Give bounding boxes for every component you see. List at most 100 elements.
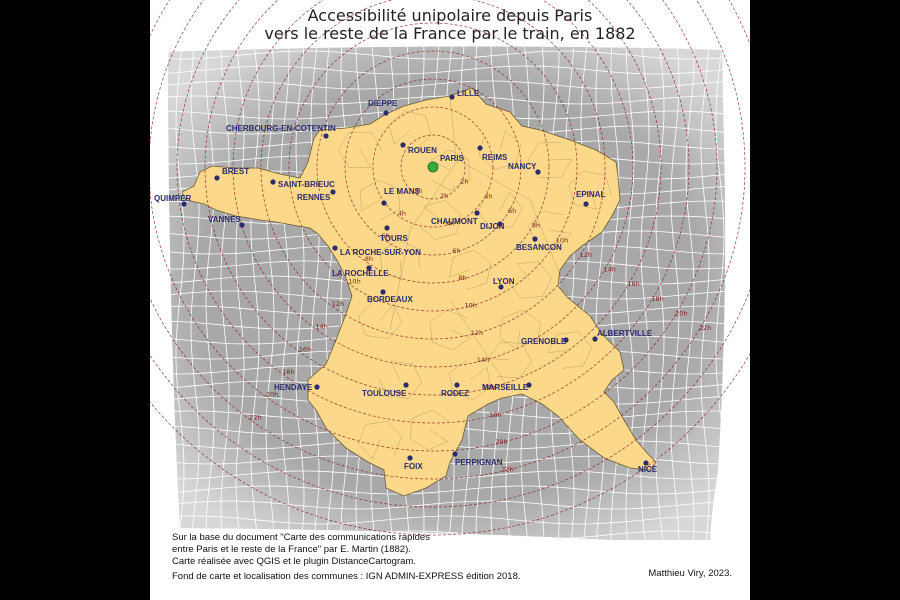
city-nancy: NANCY — [508, 162, 541, 175]
city-dot — [381, 200, 387, 206]
isochrone-ring — [372, 106, 494, 228]
isochrone-label: 22h — [249, 413, 261, 421]
isochrone-label: 16h — [483, 384, 495, 392]
city-dieppe: DIEPPE — [368, 99, 398, 116]
isochrone-ring — [232, 0, 634, 368]
city-dot — [366, 265, 372, 271]
city-chaumont: CHAUMONT — [431, 210, 480, 226]
city-perpignan: PERPIGNAN — [452, 451, 503, 467]
city-dot — [314, 384, 320, 390]
city-dot — [380, 289, 386, 295]
city-epinal: EPINAL — [576, 190, 605, 207]
city-dot — [498, 284, 504, 290]
credit-line: entre Paris et le reste de la France" pa… — [172, 544, 411, 555]
isochrone-ring — [400, 134, 466, 200]
isochrone-label: 6h — [508, 207, 516, 215]
city-label: LA ROCHELLE — [332, 269, 389, 278]
isochrone-label: 16h — [627, 280, 639, 288]
city-brest: BREST — [214, 167, 249, 181]
city-dot — [526, 382, 532, 388]
city-label: MARSEILLE — [482, 383, 529, 392]
city-label: RODEZ — [441, 389, 469, 398]
city-albertville: ALBERTVILLE — [592, 329, 653, 342]
map-title-line-1: Accessibilité unipolaire depuis Paris — [307, 6, 593, 25]
author-credit: Matthieu Viry, 2023. — [648, 568, 732, 579]
france-territory — [181, 87, 657, 497]
city-marseille: MARSEILLE — [482, 382, 532, 392]
city-dot — [563, 337, 569, 343]
isochrone-label: 8h — [365, 255, 373, 263]
city-tours: TOURS — [380, 225, 409, 243]
isochrone-label: 2h — [460, 178, 468, 186]
city-dot — [330, 189, 336, 195]
isochrone-label: 4h — [484, 192, 492, 200]
city-dot — [383, 110, 389, 116]
city-label: LILLE — [457, 89, 480, 98]
map-frame: Accessibilité unipolaire depuis Paris ve… — [150, 0, 750, 600]
isochrone-label: 12h — [471, 329, 483, 337]
isochrone-label: 18h — [282, 368, 294, 376]
city-dot — [592, 336, 598, 342]
city-label: SAINT-BRIEUC — [278, 180, 335, 189]
isochrone-label: 22h — [699, 324, 711, 332]
isochrone-label: 20h — [266, 391, 278, 399]
isochrone-label: 10h — [465, 302, 477, 310]
origin-marker — [427, 161, 439, 173]
isochrone-label: 16h — [299, 345, 311, 353]
cartogram-map: 2h 2h 2h 4h 4h 4h 6h 6h 6h 8h 8h 8h 10h 10h 10h 12h 12h 1… — [150, 0, 750, 541]
isochrone-label: 2h — [414, 187, 422, 195]
isochrone-label: 10h — [348, 277, 360, 285]
city-dot — [181, 201, 187, 207]
credit-line: Fond de carte et localisation des commun… — [172, 571, 521, 582]
isochrone-label: 20h — [495, 438, 507, 446]
city-label: DIEPPE — [368, 99, 398, 108]
city-label: BESANCON — [516, 243, 562, 252]
city-foix: FOIX — [404, 455, 423, 471]
city-dot — [452, 451, 458, 457]
isochrone-ring — [316, 50, 550, 284]
isochrone-rings — [150, 0, 750, 536]
city-dot — [407, 455, 413, 461]
isochrone-label: 20h — [675, 309, 687, 317]
isochrone-label: 2h — [440, 192, 448, 200]
isochrone-label: 10h — [556, 236, 568, 244]
city-la-roche-sur-yon: LA ROCHE-SUR-YON — [332, 245, 421, 257]
city-label: TOULOUSE — [362, 389, 407, 398]
isochrone-label: 12h — [580, 251, 592, 259]
city-label: PERPIGNAN — [455, 458, 503, 467]
city-cherbourg-en-cotentin: CHERBOURG-EN-COTENTIN — [226, 124, 336, 139]
city-besancon: BESANCON — [516, 236, 562, 252]
city-lyon: LYON — [493, 277, 515, 290]
city-label: RENNES — [297, 193, 331, 202]
city-quimper: QUIMPER — [154, 194, 192, 207]
isochrone-label: 4h — [446, 220, 454, 228]
city-label: NICE — [638, 465, 658, 474]
city-toulouse: TOULOUSE — [362, 382, 409, 398]
isochrone-label: 18h — [651, 295, 663, 303]
isochrone-ring — [288, 22, 578, 312]
credit-line: Carte réalisée avec QGIS et le plugin Di… — [172, 556, 416, 567]
city-rouen: ROUEN — [400, 142, 437, 155]
city-label: LA ROCHE-SUR-YON — [340, 248, 421, 257]
city-dot — [477, 145, 483, 151]
city-label: DIJON — [480, 222, 505, 231]
city-bordeaux: BORDEAUX — [367, 289, 413, 304]
isochrone-label: 22h — [501, 465, 513, 473]
city-label: TOURS — [380, 234, 409, 243]
credit-line: Sur la base du document "Carte des commu… — [172, 532, 430, 543]
city-label: BREST — [222, 167, 249, 176]
city-grenoble: GRENOBLE — [521, 337, 569, 346]
city-dot — [474, 210, 480, 216]
isochrone-label: 4h — [398, 210, 406, 218]
city-label: CHAUMONT — [431, 217, 478, 226]
city-dot — [532, 236, 538, 242]
isochrone-label: 18h — [489, 411, 501, 419]
isochrone-label: 6h — [381, 232, 389, 240]
isochrone-ring — [150, 0, 746, 480]
city-dot — [643, 460, 649, 466]
city-label: BORDEAUX — [367, 295, 413, 304]
city-lille: LILLE — [449, 89, 480, 100]
isochrone-label: 8h — [532, 222, 540, 230]
city-label: REIMS — [482, 153, 508, 162]
city-markers: LILLE DIEPPE CHERBOURG-EN-COTENTIN ROUENPAR… — [154, 89, 658, 474]
